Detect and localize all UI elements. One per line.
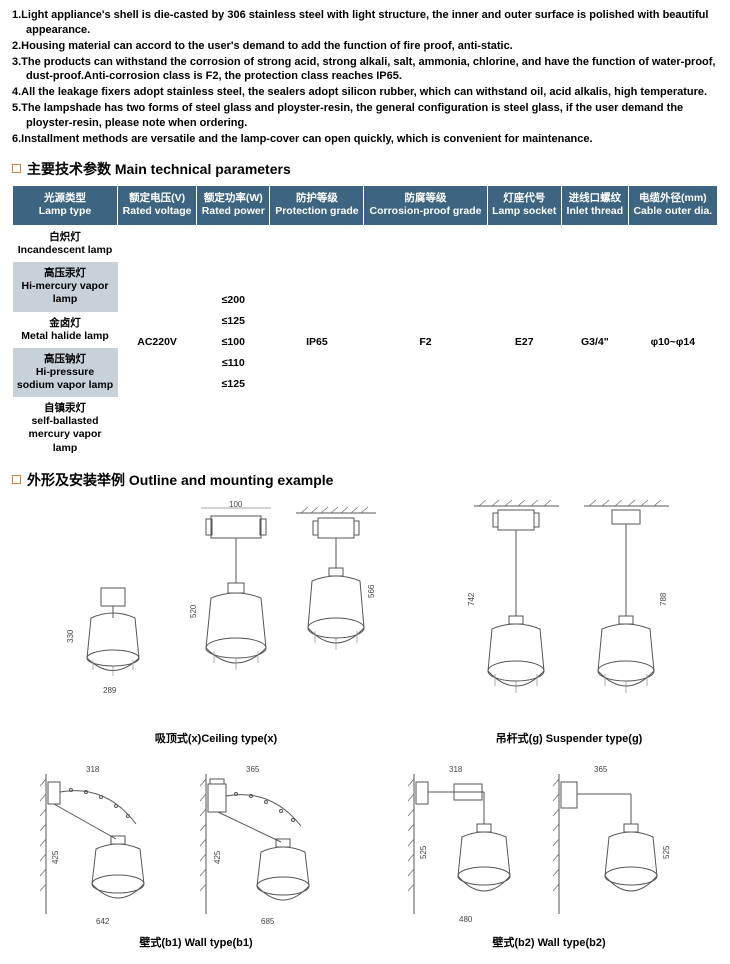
svg-text:480: 480 — [459, 915, 473, 924]
table-header: 防腐等级Corrosion-proof grade — [364, 185, 487, 225]
lamp-type-cell: 金卤灯Metal halide lamp — [13, 312, 118, 348]
svg-text:289: 289 — [103, 686, 117, 695]
table-cell: G3/4" — [561, 225, 628, 459]
svg-text:566: 566 — [367, 584, 376, 598]
table-header: 灯座代号Lamp socket — [487, 185, 561, 225]
svg-text:318: 318 — [86, 765, 100, 774]
svg-text:365: 365 — [246, 765, 260, 774]
table-header: 进线口螺纹Inlet thread — [561, 185, 628, 225]
feature-6: 6.Installment methods are versatile and … — [12, 132, 718, 147]
feature-5: 5.The lampshade has two forms of steel g… — [12, 101, 718, 131]
table-cell: AC220V — [118, 225, 197, 459]
diagrams-area: 330 289 100 — [12, 498, 718, 950]
suspender-diagram: 742 788 吊杆式(g) Suspender type(g — [454, 498, 684, 746]
feature-2: 2.Housing material can accord to the use… — [12, 39, 718, 54]
feature-3: 3.The products can withstand the corrosi… — [12, 55, 718, 85]
svg-text:365: 365 — [594, 765, 608, 774]
bullet-icon — [12, 475, 21, 484]
params-title: 主要技术参数 Main technical parameters — [27, 159, 291, 179]
svg-text:318: 318 — [449, 765, 463, 774]
svg-text:100: 100 — [229, 500, 243, 509]
svg-text:525: 525 — [419, 845, 428, 859]
svg-text:330: 330 — [66, 629, 75, 643]
wall-b1-diagram: 318 425 642 365 — [31, 752, 361, 950]
table-cell: IP65 — [270, 225, 364, 459]
table-header: 防护等级Protection grade — [270, 185, 364, 225]
svg-text:642: 642 — [96, 917, 110, 926]
lamp-type-cell: 白炽灯Incandescent lamp — [13, 225, 118, 262]
lamp-type-cell: 高压汞灯Hi-mercury vapor lamp — [13, 262, 118, 311]
svg-text:525: 525 — [662, 845, 671, 859]
table-cell: E27 — [487, 225, 561, 459]
table-row: 白炽灯Incandescent lampAC220V≤200≤125≤100≤1… — [13, 225, 718, 262]
svg-text:742: 742 — [467, 592, 476, 606]
wall-b2-diagram: 318 525 480 365 — [399, 752, 699, 950]
svg-text:788: 788 — [659, 592, 668, 606]
outline-title: 外形及安装举例 Outline and mounting example — [27, 470, 333, 490]
params-section-header: 主要技术参数 Main technical parameters — [12, 159, 718, 179]
feature-4: 4.All the leakage fixers adopt stainless… — [12, 85, 718, 100]
outline-section-header: 外形及安装举例 Outline and mounting example — [12, 470, 718, 490]
feature-1: 1.Light appliance's shell is die-casted … — [12, 8, 718, 38]
svg-text:685: 685 — [261, 917, 275, 926]
lamp-type-cell: 高压钠灯Hi-pressure sodium vapor lamp — [13, 348, 118, 397]
parameters-table: 光源类型Lamp type额定电压(V)Rated voltage额定功率(W)… — [12, 185, 718, 460]
rated-power-cell: ≤200≤125≤100≤110≤125 — [197, 225, 270, 459]
svg-text:425: 425 — [213, 850, 222, 864]
table-header: 额定电压(V)Rated voltage — [118, 185, 197, 225]
lamp-type-cell: 自镇汞灯self-ballasted mercury vapor lamp — [13, 397, 118, 460]
wall-b1-label: 壁式(b1) Wall type(b1) — [31, 934, 361, 950]
table-header: 额定功率(W)Rated power — [197, 185, 270, 225]
table-cell: F2 — [364, 225, 487, 459]
suspender-label: 吊杆式(g) Suspender type(g) — [454, 730, 684, 746]
table-header: 光源类型Lamp type — [13, 185, 118, 225]
features-list: 1.Light appliance's shell is die-casted … — [12, 8, 718, 147]
ceiling-label: 吸顶式(x)Ceiling type(x) — [46, 730, 386, 746]
ceiling-diagram: 330 289 100 — [46, 498, 386, 746]
svg-text:425: 425 — [51, 850, 60, 864]
table-header: 电缆外径(mm)Cable outer dia. — [628, 185, 717, 225]
bullet-icon — [12, 164, 21, 173]
wall-b2-label: 壁式(b2) Wall type(b2) — [399, 934, 699, 950]
table-cell: φ10~φ14 — [628, 225, 717, 459]
svg-text:520: 520 — [189, 604, 198, 618]
